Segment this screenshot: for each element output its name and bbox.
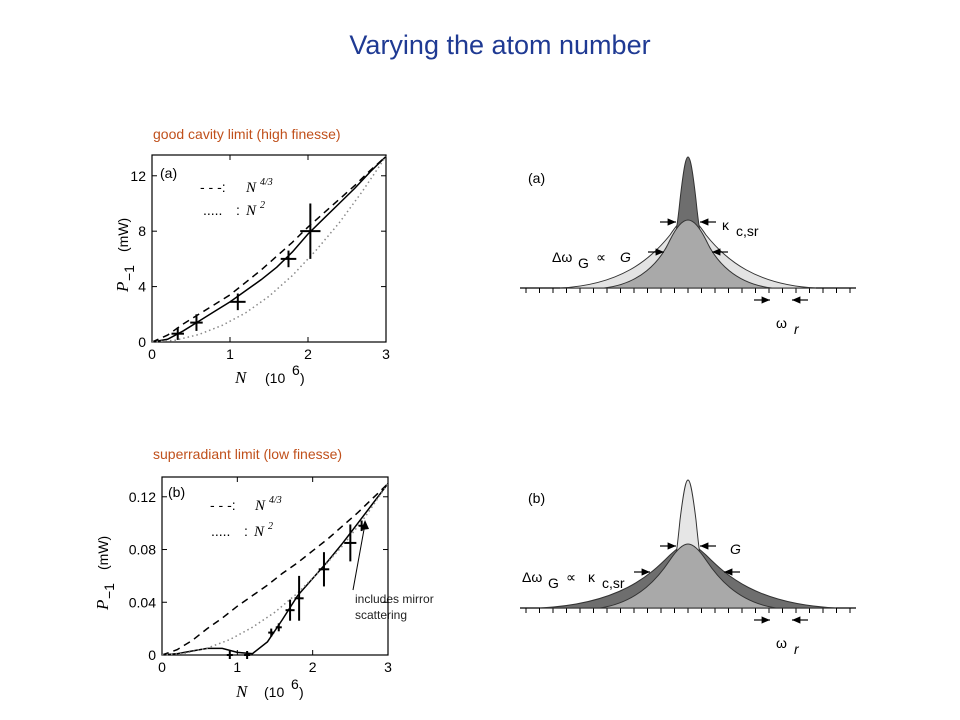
diagram-b-omega-sub: r [794,641,800,657]
x-tick-label: 2 [309,659,317,675]
ylabel-symbol: P [93,600,112,611]
legend-dash-symbol: N [245,180,257,196]
xlabel-exp: 6 [291,676,299,692]
diagram-a-delta-omega: Δω [552,249,572,265]
xlabel-exp: 6 [292,362,300,378]
legend-dot-exp: 2 [260,200,265,211]
chart-a-frame [151,154,387,343]
legend-dash-prefix: - - -: [210,497,236,513]
diagram-b-kappa: κ [588,569,596,585]
xlabel-symbol: N [234,368,248,387]
diagram-b-G: G [730,541,741,557]
xlabel-close: ) [300,370,305,386]
legend-dot-sep: : [244,523,248,539]
y-tick-label: 0 [148,647,156,663]
y-tick-label: 12 [130,168,146,184]
diagram-a: (a) κ c,sr Δω G ∝ G ω r [520,156,856,337]
y-tick-label: 0.04 [129,594,156,610]
y-tick-label: 0 [138,334,146,350]
series-line-solid [151,155,387,343]
diagram-b-omega: ω [776,635,787,651]
diagram-a-label: (a) [528,170,545,186]
y-tick-label: 4 [138,279,146,295]
diagram-a-kappa-sub: c,sr [736,223,759,239]
annotation-pointer-arrowhead [361,520,369,530]
xlabel-unit: (10 [265,370,285,386]
series-line-dashed [151,155,387,343]
x-tick-label: 1 [233,659,241,675]
diagram-b-kappa-sub: c,sr [602,575,625,591]
series-line-dashed [161,483,389,656]
diagram-a-omega-sub: r [794,321,800,337]
y-tick-label: 0.12 [129,489,156,505]
x-tick-label: 1 [226,346,234,362]
legend-dash-prefix: - - -: [200,179,226,195]
ylabel-sub: −1 [101,583,117,599]
caption-low-finesse: superradiant limit (low finesse) [153,446,343,462]
legend-dot-prefix: ..... [203,202,222,218]
chart-b-panel-label: (b) [168,484,185,500]
page-title: Varying the atom number [349,30,651,60]
x-tick-label: 3 [384,659,392,675]
series-line-solid [161,483,389,656]
diagram-b-label: (b) [528,490,545,506]
chart-b-xlabel: N (10 6 ) [235,676,304,701]
diagram-a-overlap-peak [603,219,773,289]
ylabel-sub: −1 [121,265,137,281]
diagram-a-delta-omega-sub: G [578,255,589,271]
diagram-b: (b) G Δω G ∝ κ c,sr ω r [520,479,856,657]
x-tick-label: 3 [382,346,390,362]
chart-a: (a) - - -: N 4/3 ..... : N 2 P −1 (mW) N… [113,154,390,387]
chart-b-legend: - - -: N 4/3 ..... : N 2 [210,495,282,540]
annotation-pointer-line [352,523,366,591]
xlabel-symbol: N [235,682,249,701]
legend-dot-exp: 2 [268,521,273,532]
y-tick-label: 8 [138,223,146,239]
chart-a-panel-label: (a) [160,165,177,181]
diagram-b-overlap-peak [599,543,777,609]
legend-dot-symbol: N [245,203,257,219]
diagram-a-G: G [620,249,631,265]
caption-high-finesse: good cavity limit (high finesse) [153,126,341,142]
chart-b-ylabel: P −1 (mW) [93,536,117,611]
note-line-2: scattering [355,608,408,622]
ylabel-unit: (mW) [95,536,111,570]
diagram-a-ticks [525,288,851,293]
chart-a-xlabel: N (10 6 ) [234,362,305,387]
x-tick-label: 0 [148,346,156,362]
legend-dot-prefix: ..... [211,523,230,539]
ylabel-symbol: P [113,282,132,293]
chart-b: (b) - - -: N 4/3 ..... : N 2 P −1 (mW) N… [93,476,392,701]
legend-dot-symbol: N [253,524,265,540]
ylabel-unit: (mW) [115,218,131,252]
note-line-1: includes mirror [355,592,434,606]
xlabel-unit: (10 [264,684,284,700]
diagram-b-delta-omega-sub: G [548,575,559,591]
legend-dash-exp: 4/3 [260,177,273,188]
x-tick-label: 0 [158,659,166,675]
diagram-b-propto: ∝ [566,569,576,585]
mirror-scattering-note: includes mirror scattering [355,591,465,623]
diagram-a-propto: ∝ [596,249,606,265]
legend-dash-exp: 4/3 [269,495,282,506]
chart-a-ylabel: P −1 (mW) [113,218,137,293]
x-tick-label: 2 [304,346,312,362]
diagram-a-kappa: κ [722,217,730,233]
chart-a-legend: - - -: N 4/3 ..... : N 2 [200,177,273,219]
diagram-b-ticks [525,608,851,613]
chart-b-frame [161,476,389,656]
diagram-a-omega: ω [776,315,787,331]
legend-dash-symbol: N [254,498,266,514]
xlabel-close: ) [299,684,304,700]
legend-dot-sep: : [236,202,240,218]
y-tick-label: 0.08 [129,542,156,558]
diagram-b-delta-omega: Δω [522,569,542,585]
